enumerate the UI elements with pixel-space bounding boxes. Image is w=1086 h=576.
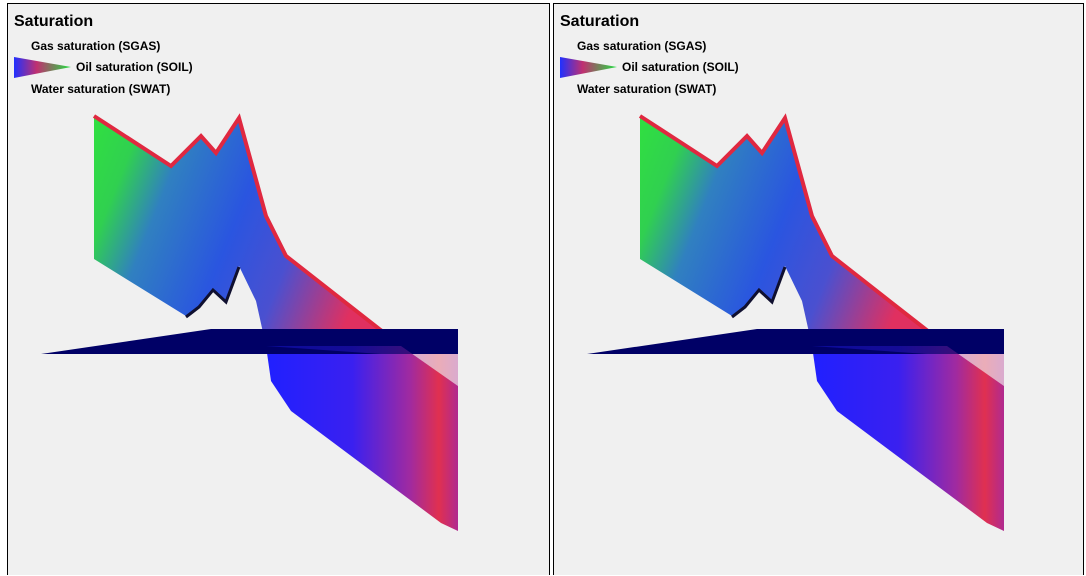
legend-gas: Gas saturation (SGAS)	[31, 39, 160, 53]
legend-oil: Oil saturation (SOIL)	[622, 60, 739, 74]
surface	[41, 116, 458, 531]
surface	[587, 116, 1004, 531]
view: Saturation Gas saturation (SGAS) Oil sat…	[554, 4, 1083, 576]
panel-title: Saturation	[560, 13, 639, 30]
page: Saturation Gas saturation (SGAS) Oil sat…	[0, 0, 1086, 575]
legend-triangle	[14, 57, 71, 78]
view-panel: Saturation Gas saturation (SGAS) Oil sat…	[553, 3, 1084, 575]
view-panel: Saturation Gas saturation (SGAS) Oil sat…	[7, 3, 550, 575]
legend-triangle	[560, 57, 617, 78]
legend-oil: Oil saturation (SOIL)	[76, 60, 193, 74]
view: Saturation Gas saturation (SGAS) Oil sat…	[8, 4, 549, 576]
legend-gas: Gas saturation (SGAS)	[577, 39, 706, 53]
legend-water: Water saturation (SWAT)	[577, 82, 716, 96]
legend-water: Water saturation (SWAT)	[31, 82, 170, 96]
panel-title: Saturation	[14, 13, 93, 30]
